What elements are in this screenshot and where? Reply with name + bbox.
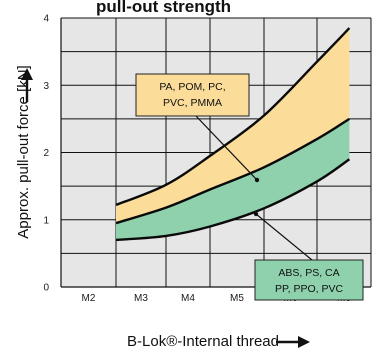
chart-title: pull-out strength bbox=[96, 0, 231, 16]
annotation-2: ABS, PS, CA PP, PPO, PVC bbox=[253, 211, 364, 301]
y-tick-labels: 0 1 2 3 4 bbox=[43, 14, 49, 294]
annotation-2-line-2: PP, PPO, PVC bbox=[275, 283, 344, 295]
curves bbox=[115, 27, 351, 242]
bands bbox=[116, 28, 350, 240]
curve-bottom bbox=[115, 158, 351, 242]
y-tick-1: 1 bbox=[43, 215, 49, 226]
y-tick-2: 2 bbox=[43, 148, 49, 159]
x-axis-arrow-icon bbox=[276, 336, 310, 348]
x-axis-title: B-Lok®-Internal thread bbox=[127, 333, 279, 350]
curve-top bbox=[115, 27, 351, 207]
x-tick-M3: M3 bbox=[134, 293, 148, 304]
y-axis-title: Approx. pull-out force [kN] bbox=[15, 65, 32, 238]
x-tick-M2: M2 bbox=[82, 293, 96, 304]
annotation-2-leader bbox=[255, 213, 313, 261]
annotation-1-leader bbox=[195, 115, 258, 181]
annotation-1: PA, POM, PC, PVC, PMMA bbox=[135, 73, 260, 183]
annotation-2-dot bbox=[253, 211, 259, 217]
curve-middle bbox=[115, 117, 351, 225]
y-tick-3: 3 bbox=[43, 81, 49, 92]
annotation-1-box bbox=[135, 73, 250, 117]
band-1 bbox=[116, 118, 350, 240]
annotation-1-line-2: PVC, PMMA bbox=[163, 97, 222, 109]
annotation-2-box bbox=[254, 259, 364, 301]
y-tick-0: 0 bbox=[43, 283, 49, 294]
band-0 bbox=[116, 28, 350, 224]
x-tick-M5: M5 bbox=[230, 293, 244, 304]
y-axis-arrow-icon bbox=[21, 68, 33, 102]
y-tick-4: 4 bbox=[43, 14, 49, 25]
annotation-1-line-1: PA, POM, PC, bbox=[159, 81, 225, 93]
x-tick-M4: M4 bbox=[181, 293, 195, 304]
y-axis-title-group: Approx. pull-out force [kN] bbox=[15, 65, 32, 238]
annotation-1-dot bbox=[254, 177, 260, 183]
annotation-2-line-1: ABS, PS, CA bbox=[278, 267, 339, 279]
